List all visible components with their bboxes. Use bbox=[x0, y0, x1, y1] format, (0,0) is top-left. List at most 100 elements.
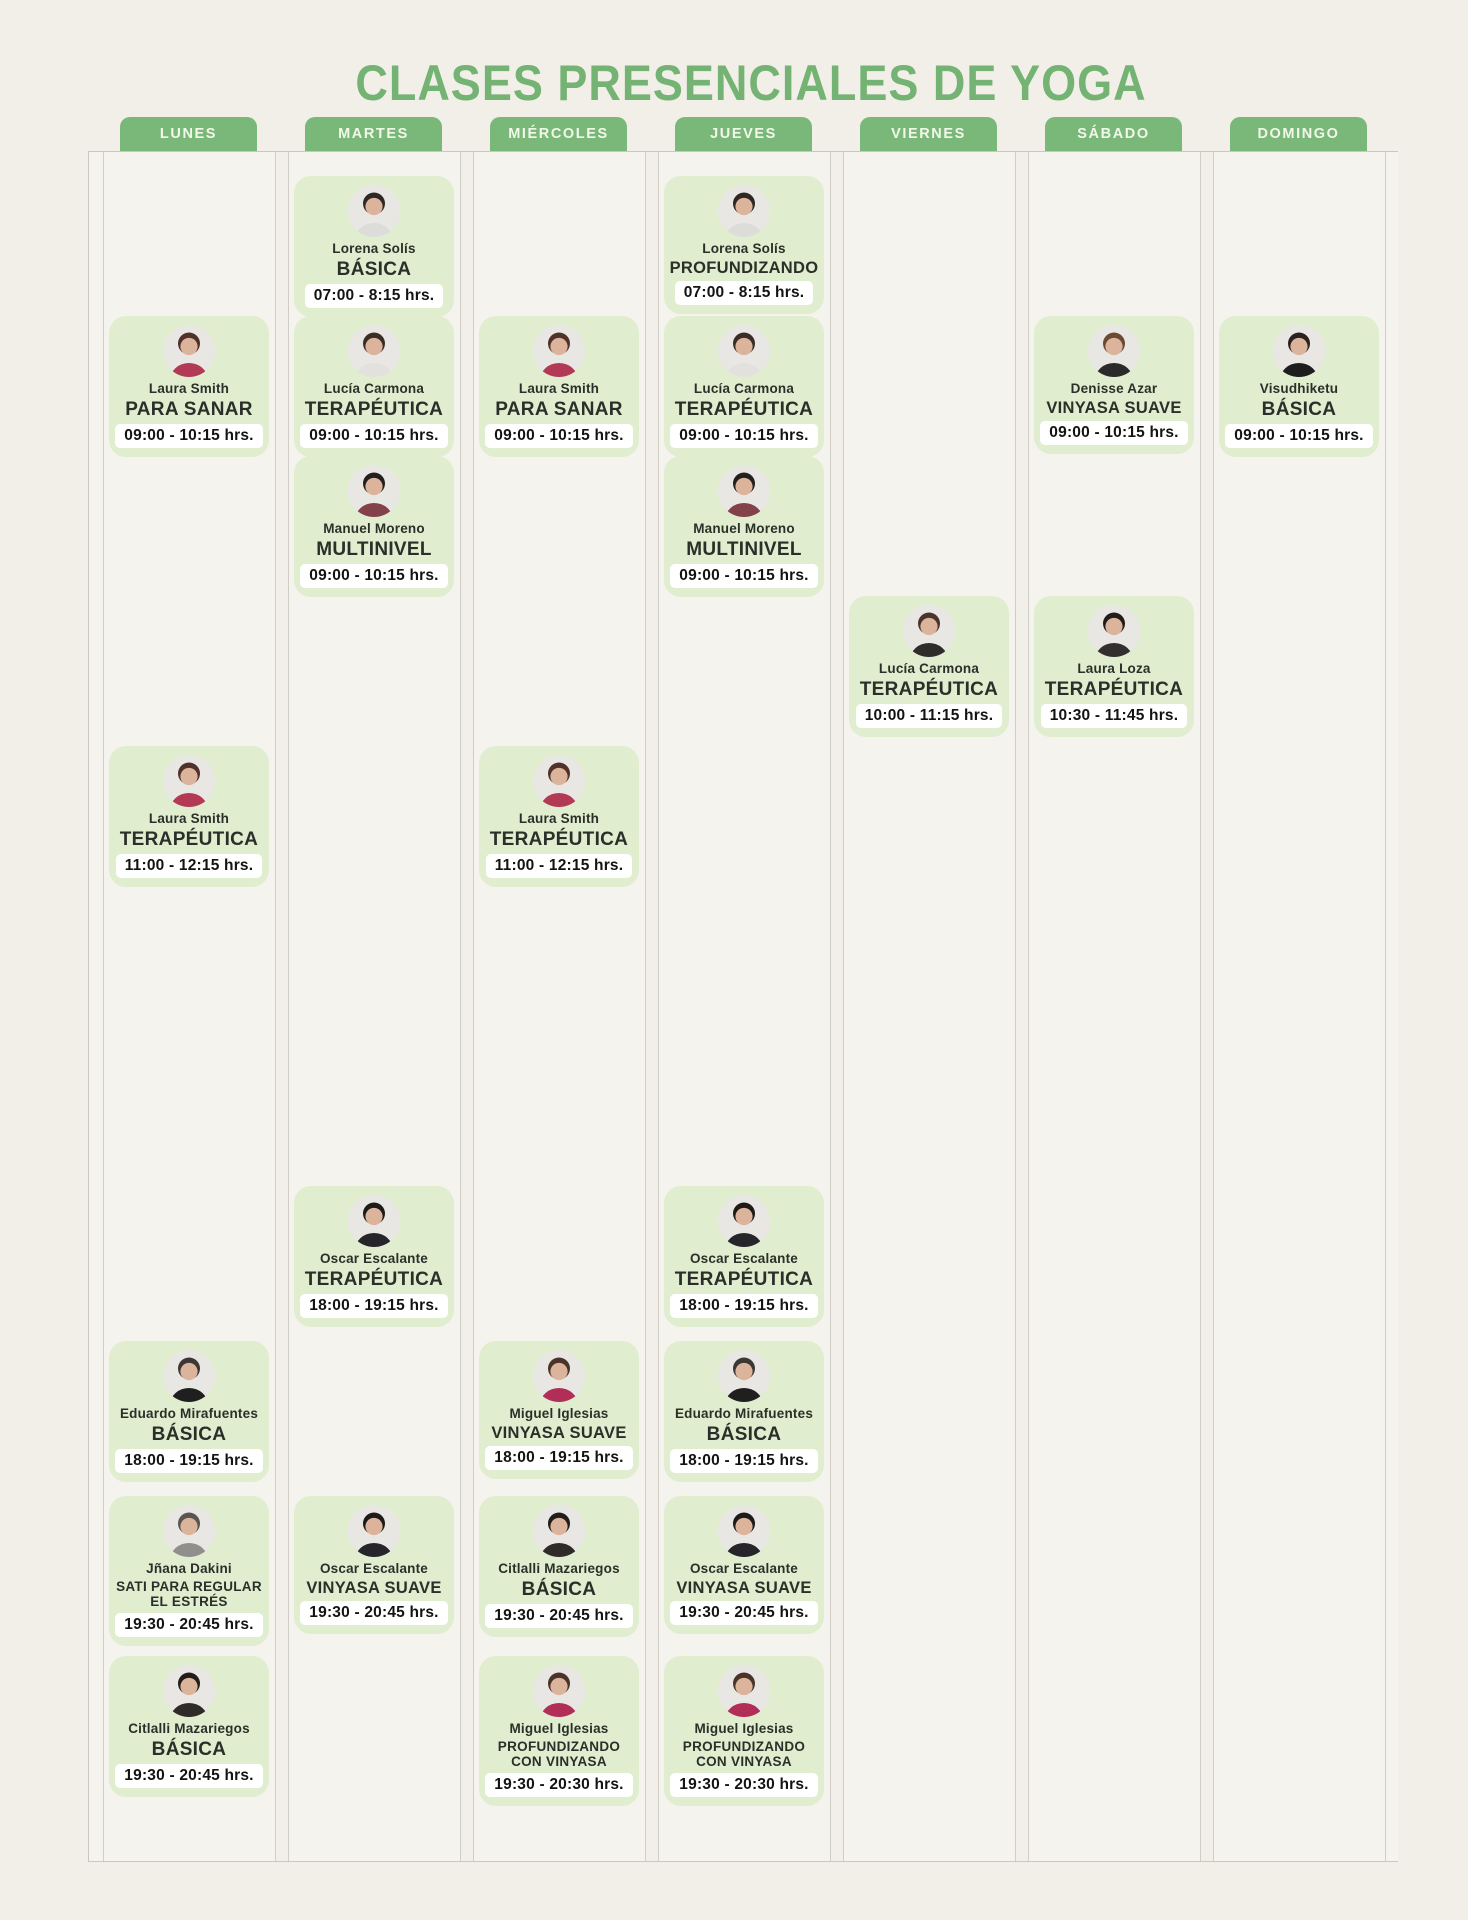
class-name: BÁSICA bbox=[1261, 398, 1337, 420]
instructor-avatar bbox=[718, 1505, 770, 1557]
instructor-avatar bbox=[533, 325, 585, 377]
class-time: 09:00 - 10:15 hrs. bbox=[300, 424, 448, 449]
class-card[interactable]: Visudhiketu BÁSICA 09:00 - 10:15 hrs. bbox=[1219, 316, 1379, 458]
day-tab-label: VIERNES bbox=[891, 126, 966, 142]
class-card[interactable]: Lucía Carmona TERAPÉUTICA 09:00 - 10:15 hr… bbox=[294, 316, 454, 458]
class-card[interactable]: Oscar Escalante TERAPÉUTICA 18:00 - 19:15 … bbox=[664, 1186, 824, 1328]
class-card[interactable]: Denisse Azar VINYASA SUAVE 09:00 - 10:15 h… bbox=[1034, 316, 1194, 455]
class-card[interactable]: Oscar Escalante TERAPÉUTICA 18:00 - 19:15 … bbox=[294, 1186, 454, 1328]
person-icon bbox=[718, 185, 770, 237]
person-icon bbox=[533, 1665, 585, 1717]
day-tab-jueves[interactable]: JUEVES bbox=[675, 117, 812, 151]
instructor-name: Oscar Escalante bbox=[689, 1251, 799, 1266]
day-column-martes: Lorena Solís BÁSICA 07:00 - 8:15 hrs. Lucía… bbox=[288, 152, 461, 1861]
class-name: MULTINIVEL bbox=[316, 538, 432, 560]
instructor-avatar bbox=[163, 1350, 215, 1402]
person-icon bbox=[348, 1195, 400, 1247]
class-name: MULTINIVEL bbox=[686, 538, 802, 560]
instructor-avatar bbox=[163, 755, 215, 807]
instructor-avatar bbox=[533, 755, 585, 807]
instructor-name: Laura Smith bbox=[518, 381, 600, 396]
class-time: 09:00 - 10:15 hrs. bbox=[670, 424, 818, 449]
class-name: TERAPÉUTICA bbox=[674, 398, 814, 420]
person-icon bbox=[1088, 605, 1140, 657]
class-card[interactable]: Jñana Dakini SATI PARA REGULAR EL ESTRÉS 1… bbox=[109, 1496, 269, 1647]
instructor-name: Oscar Escalante bbox=[319, 1561, 429, 1576]
class-card[interactable]: Lucía Carmona TERAPÉUTICA 09:00 - 10:15 hr… bbox=[664, 316, 824, 458]
day-tab-domingo[interactable]: DOMINGO bbox=[1230, 117, 1367, 151]
day-tab-martes[interactable]: MARTES bbox=[305, 117, 442, 151]
class-card[interactable]: Oscar Escalante VINYASA SUAVE 19:30 - 20:4… bbox=[294, 1496, 454, 1635]
instructor-avatar bbox=[533, 1665, 585, 1717]
class-time: 09:00 - 10:15 hrs. bbox=[300, 564, 448, 589]
person-icon bbox=[533, 1505, 585, 1557]
class-card[interactable]: Manuel Moreno MULTINIVEL 09:00 - 10:15 hrs… bbox=[664, 456, 824, 598]
class-card[interactable]: Eduardo Mirafuentes BÁSICA 18:00 - 19:15 h… bbox=[664, 1341, 824, 1483]
class-name: BÁSICA bbox=[336, 258, 412, 280]
class-card[interactable]: Laura Smith PARA SANAR 09:00 - 10:15 hrs. bbox=[109, 316, 269, 458]
instructor-avatar bbox=[348, 325, 400, 377]
day-tab-label: DOMINGO bbox=[1257, 126, 1340, 142]
class-card[interactable]: Laura Loza TERAPÉUTICA 10:30 - 11:45 hrs. bbox=[1034, 596, 1194, 738]
class-card[interactable]: Laura Smith TERAPÉUTICA 11:00 - 12:15 hrs. bbox=[109, 746, 269, 888]
class-card[interactable]: Citlalli Mazariegos BÁSICA 19:30 - 20:45 h… bbox=[479, 1496, 639, 1638]
page-title: CLASES PRESENCIALES DE YOGA bbox=[355, 54, 1147, 112]
instructor-avatar bbox=[348, 1195, 400, 1247]
class-card[interactable]: Oscar Escalante VINYASA SUAVE 19:30 - 20:4… bbox=[664, 1496, 824, 1635]
class-card[interactable]: Lorena Solís PROFUNDIZANDO 07:00 - 8:15 hr… bbox=[664, 176, 824, 315]
person-icon bbox=[348, 1505, 400, 1557]
class-card[interactable]: Manuel Moreno MULTINIVEL 09:00 - 10:15 hrs… bbox=[294, 456, 454, 598]
person-icon bbox=[348, 185, 400, 237]
class-card[interactable]: Lucía Carmona TERAPÉUTICA 10:00 - 11:15 hr… bbox=[849, 596, 1009, 738]
person-icon bbox=[348, 465, 400, 517]
person-icon bbox=[533, 1350, 585, 1402]
day-tab-label: JUEVES bbox=[710, 126, 777, 142]
class-card[interactable]: Laura Smith PARA SANAR 09:00 - 10:15 hrs. bbox=[479, 316, 639, 458]
class-time: 11:00 - 12:15 hrs. bbox=[115, 854, 263, 879]
day-column-jueves: Lorena Solís PROFUNDIZANDO 07:00 - 8:15 hr… bbox=[658, 152, 831, 1861]
class-card[interactable]: Lorena Solís BÁSICA 07:00 - 8:15 hrs. bbox=[294, 176, 454, 318]
instructor-name: Citlalli Mazariegos bbox=[498, 1561, 620, 1576]
day-tab-sabado[interactable]: SÁBADO bbox=[1045, 117, 1182, 151]
day-tab-viernes[interactable]: VIERNES bbox=[860, 117, 997, 151]
instructor-name: Lorena Solís bbox=[702, 241, 786, 256]
person-icon bbox=[718, 465, 770, 517]
class-name: VINYASA SUAVE bbox=[1046, 398, 1182, 417]
instructor-avatar bbox=[718, 325, 770, 377]
class-card[interactable]: Miguel Iglesias PROFUNDIZANDO CON VINYASA… bbox=[479, 1656, 639, 1807]
instructor-name: Miguel Iglesias bbox=[694, 1721, 794, 1736]
day-tab-lunes[interactable]: LUNES bbox=[120, 117, 257, 151]
class-time: 19:30 - 20:45 hrs. bbox=[115, 1613, 263, 1638]
day-column-lunes: Laura Smith PARA SANAR 09:00 - 10:15 hrs. L… bbox=[103, 152, 276, 1861]
class-name: PARA SANAR bbox=[125, 398, 253, 420]
instructor-name: Eduardo Mirafuentes bbox=[674, 1406, 814, 1421]
class-card[interactable]: Miguel Iglesias VINYASA SUAVE 18:00 - 19:1… bbox=[479, 1341, 639, 1480]
day-tab-miercoles[interactable]: MIÉRCOLES bbox=[490, 117, 627, 151]
person-icon bbox=[718, 1350, 770, 1402]
instructor-avatar bbox=[163, 1505, 215, 1557]
class-time: 19:30 - 20:45 hrs. bbox=[485, 1604, 633, 1629]
class-card[interactable]: Laura Smith TERAPÉUTICA 11:00 - 12:15 hrs. bbox=[479, 746, 639, 888]
instructor-avatar bbox=[718, 1195, 770, 1247]
day-column-viernes: Lucía Carmona TERAPÉUTICA 10:00 - 11:15 hr… bbox=[843, 152, 1016, 1861]
instructor-name: Laura Loza bbox=[1077, 661, 1151, 676]
class-name: BÁSICA bbox=[706, 1423, 782, 1445]
person-icon bbox=[718, 1665, 770, 1717]
grid-left-strip bbox=[89, 152, 103, 1861]
instructor-avatar bbox=[533, 1505, 585, 1557]
class-time: 09:00 - 10:15 hrs. bbox=[1225, 424, 1373, 449]
class-card[interactable]: Miguel Iglesias PROFUNDIZANDO CON VINYASA… bbox=[664, 1656, 824, 1807]
class-card[interactable]: Citlalli Mazariegos BÁSICA 19:30 - 20:45 h… bbox=[109, 1656, 269, 1798]
instructor-avatar bbox=[348, 465, 400, 517]
class-time: 18:00 - 19:15 hrs. bbox=[485, 1446, 633, 1471]
class-time: 18:00 - 19:15 hrs. bbox=[670, 1294, 818, 1319]
class-card[interactable]: Eduardo Mirafuentes BÁSICA 18:00 - 19:15 h… bbox=[109, 1341, 269, 1483]
instructor-avatar bbox=[163, 1665, 215, 1717]
person-icon bbox=[163, 1505, 215, 1557]
day-tab-label: MARTES bbox=[338, 126, 409, 142]
class-name: TERAPÉUTICA bbox=[304, 398, 444, 420]
instructor-name: Laura Smith bbox=[148, 811, 230, 826]
instructor-name: Lucía Carmona bbox=[693, 381, 795, 396]
class-name: TERAPÉUTICA bbox=[1044, 678, 1184, 700]
